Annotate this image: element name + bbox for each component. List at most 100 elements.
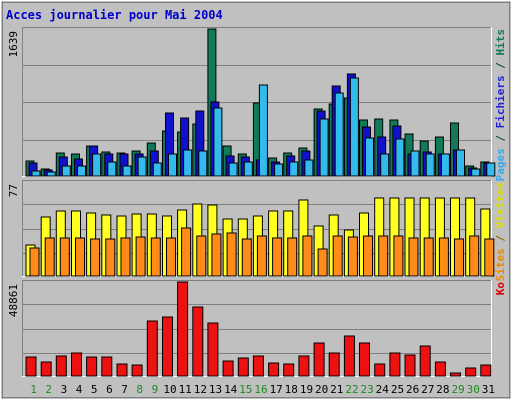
bar-ko-day-23 — [359, 342, 370, 377]
x-tick-label-5: 5 — [91, 383, 98, 396]
bar-pages-day-27 — [425, 153, 435, 177]
bar-sites-day-27 — [423, 237, 434, 277]
x-tick-label-20: 20 — [315, 383, 328, 396]
bar-ko-day-30 — [465, 367, 477, 377]
bar-ko-day-15 — [237, 357, 249, 377]
x-tick-label-7: 7 — [121, 383, 128, 396]
chart-title: Acces journalier pour Mai 2004 — [6, 8, 223, 22]
bar-pages-day-26 — [410, 150, 420, 177]
x-tick-label-30: 30 — [467, 383, 480, 396]
bar-sites-day-24 — [378, 235, 389, 277]
bar-sites-day-13 — [211, 233, 222, 277]
bar-ko-day-20 — [313, 342, 325, 377]
bar-pages-day-23 — [365, 137, 374, 177]
bar-pages-day-12 — [198, 150, 208, 177]
bar-pages-day-14 — [228, 162, 238, 177]
bar-sites-day-8 — [135, 236, 146, 277]
bar-ko-day-4 — [71, 352, 82, 377]
panel-1-legend-label: Sites / Visites — [494, 182, 507, 281]
x-tick-label-22: 22 — [345, 383, 358, 396]
x-tick-label-15: 15 — [239, 383, 252, 396]
bar-ko-day-10 — [162, 316, 173, 377]
x-tick-label-24: 24 — [376, 383, 390, 396]
x-tick-label-1: 1 — [30, 383, 37, 396]
bar-pages-day-11 — [183, 149, 193, 177]
bar-sites-day-29 — [454, 238, 464, 277]
bar-ko-day-22 — [343, 335, 355, 377]
bar-sites-day-6 — [105, 238, 116, 277]
bar-ko-day-13 — [207, 322, 219, 377]
bar-pages-day-6 — [107, 161, 117, 177]
panel-1-axis-max-label: 77 — [7, 184, 20, 197]
bar-ko-day-1 — [25, 356, 37, 377]
legend-part-1: / — [494, 128, 507, 148]
bar-ko-day-2 — [40, 361, 52, 377]
bar-ko-day-27 — [419, 345, 431, 377]
bar-ko-day-7 — [116, 363, 128, 377]
bar-pages-day-8 — [137, 156, 147, 177]
bar-sites-day-2 — [44, 237, 55, 277]
bar-pages-day-10 — [168, 153, 177, 177]
bar-ko-day-19 — [298, 355, 310, 377]
x-tick-label-31: 31 — [482, 383, 495, 396]
bar-pages-day-2 — [46, 171, 56, 177]
bar-ko-day-17 — [268, 362, 280, 377]
legend-part-3: / — [494, 56, 507, 76]
legend-part-4: Hits — [494, 29, 507, 56]
bar-pages-day-20 — [319, 118, 329, 177]
x-tick-label-14: 14 — [224, 383, 238, 396]
panel-2-axis-max-label: 48861 — [7, 284, 20, 317]
bar-sites-day-26 — [408, 237, 419, 277]
bar-pages-day-30 — [471, 168, 481, 177]
legend-part-0: Pages — [494, 148, 507, 181]
bar-ko-day-26 — [404, 354, 416, 377]
x-tick-label-3: 3 — [61, 383, 68, 396]
legend-part-2: Visites — [494, 182, 507, 228]
bar-pages-day-29 — [456, 149, 465, 177]
legend-part-2: Fichiers — [494, 75, 507, 128]
x-tick-label-6: 6 — [106, 383, 113, 396]
x-tick-label-13: 13 — [209, 383, 222, 396]
x-tick-label-21: 21 — [330, 383, 343, 396]
x-tick-label-8: 8 — [136, 383, 143, 396]
bar-pages-day-7 — [122, 165, 132, 177]
bar-pages-day-19 — [304, 159, 314, 177]
bar-sites-day-10 — [166, 237, 176, 277]
bar-ko-day-21 — [328, 352, 340, 377]
bar-sites-day-30 — [469, 235, 480, 277]
bar-pages-day-17 — [274, 163, 284, 177]
bar-pages-day-15 — [243, 161, 253, 177]
bar-pages-day-13 — [213, 107, 223, 177]
bar-sites-day-11 — [181, 227, 192, 277]
bar-ko-day-29 — [450, 372, 461, 377]
bar-pages-day-5 — [92, 153, 102, 177]
bar-pages-day-31 — [486, 162, 496, 177]
bar-pages-day-16 — [258, 84, 268, 177]
bar-sites-day-22 — [347, 236, 358, 277]
bar-pages-day-4 — [77, 165, 86, 177]
bar-ko-day-8 — [131, 364, 143, 377]
bar-ko-day-6 — [101, 356, 113, 377]
x-tick-label-17: 17 — [270, 383, 283, 396]
x-tick-label-18: 18 — [285, 383, 298, 396]
bar-sites-day-12 — [196, 235, 207, 277]
bar-pages-day-25 — [395, 138, 405, 177]
bar-ko-day-18 — [283, 363, 295, 377]
bar-ko-day-3 — [55, 355, 67, 377]
bar-ko-day-16 — [252, 355, 264, 377]
bar-ko-day-12 — [192, 306, 204, 377]
bar-sites-day-20 — [317, 248, 328, 277]
bar-ko-day-28 — [434, 361, 446, 377]
legend-part-1: / — [494, 228, 507, 248]
bar-ko-day-31 — [480, 364, 492, 377]
bar-sites-day-17 — [272, 237, 283, 277]
bar-ko-day-5 — [86, 356, 98, 377]
bar-sites-day-14 — [226, 232, 237, 277]
bar-sites-day-16 — [256, 235, 267, 277]
bar-pages-day-18 — [289, 161, 299, 177]
x-tick-label-2: 2 — [45, 383, 52, 396]
x-tick-label-29: 29 — [451, 383, 464, 396]
x-tick-label-12: 12 — [194, 383, 207, 396]
